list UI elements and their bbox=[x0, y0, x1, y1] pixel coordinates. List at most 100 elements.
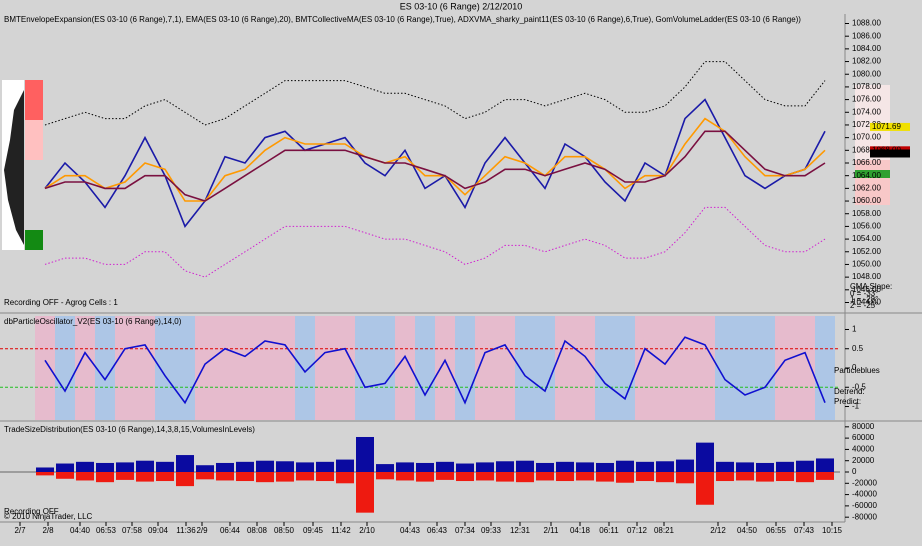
bar bbox=[496, 461, 514, 472]
regime-band bbox=[35, 316, 55, 420]
y-tick-label: -40000 bbox=[852, 490, 877, 499]
y-tick-label: 1084.00 bbox=[852, 44, 881, 53]
x-tick-label: 08:21 bbox=[654, 526, 675, 535]
x-tick-label: 2/10 bbox=[359, 526, 375, 535]
x-tick-label: 08:50 bbox=[274, 526, 295, 535]
regime-band bbox=[375, 316, 395, 420]
y-tick-label: 1064.00 bbox=[852, 171, 881, 180]
bar bbox=[476, 472, 494, 481]
regime-band bbox=[755, 316, 775, 420]
x-tick-label: 04:18 bbox=[570, 526, 591, 535]
x-tick-label: 12:31 bbox=[510, 526, 531, 535]
regime-band bbox=[235, 316, 255, 420]
y-tick-label: 1080.00 bbox=[852, 69, 881, 78]
y-tick-label: 1078.00 bbox=[852, 82, 881, 91]
bar bbox=[156, 472, 174, 482]
annotation: Particleblues bbox=[834, 366, 880, 375]
y-tick-label: 1050.00 bbox=[852, 260, 881, 269]
regime-band bbox=[635, 316, 655, 420]
bar bbox=[796, 472, 814, 483]
bar bbox=[596, 472, 614, 482]
regime-band bbox=[495, 316, 515, 420]
bar bbox=[576, 462, 594, 472]
annotation: Recording OFF - Agrog Cells : 1 bbox=[4, 298, 118, 307]
regime-band bbox=[355, 316, 375, 420]
y-tick-label: 80000 bbox=[852, 422, 875, 431]
series-line bbox=[44, 336, 826, 405]
x-tick-label: 06:11 bbox=[599, 526, 619, 535]
bar bbox=[276, 461, 294, 472]
regime-band bbox=[415, 316, 435, 420]
panel-title: dbParticleOscillator_V2(ES 03-10 (6 Rang… bbox=[4, 317, 182, 326]
bar bbox=[296, 462, 314, 472]
y-tick-label: 1048.00 bbox=[852, 272, 881, 281]
bar bbox=[336, 459, 354, 472]
bar bbox=[296, 472, 314, 481]
regime-band bbox=[275, 316, 295, 420]
y-tick-label: 20000 bbox=[852, 456, 875, 465]
price-label: 1067.50 bbox=[872, 149, 901, 158]
bar bbox=[396, 472, 414, 481]
y-tick-label: 1046.00 bbox=[852, 285, 881, 294]
regime-band bbox=[655, 316, 675, 420]
bar bbox=[216, 472, 234, 481]
regime-band bbox=[735, 316, 755, 420]
bar bbox=[176, 472, 194, 487]
regime-band bbox=[255, 316, 275, 420]
bar bbox=[136, 460, 154, 472]
y-tick-label: 1066.00 bbox=[852, 158, 881, 167]
bar bbox=[716, 472, 734, 482]
regime-band bbox=[95, 316, 115, 420]
regime-band bbox=[155, 316, 175, 420]
bar bbox=[96, 472, 114, 483]
y-tick-label: 1056.00 bbox=[852, 222, 881, 231]
regime-band bbox=[315, 316, 335, 420]
regime-band bbox=[215, 316, 235, 420]
x-tick-label: 06:44 bbox=[220, 526, 241, 535]
price-label-box bbox=[870, 149, 910, 158]
annotation: Recording OFF bbox=[4, 507, 59, 516]
y-tick-label: 1052.00 bbox=[852, 247, 881, 256]
bar bbox=[476, 462, 494, 472]
bar bbox=[536, 472, 554, 481]
regime-band bbox=[575, 316, 595, 420]
y-tick-label: 1068.00 bbox=[852, 145, 881, 154]
regime-band bbox=[475, 316, 495, 420]
bar bbox=[256, 472, 274, 483]
regime-band bbox=[135, 316, 155, 420]
bar bbox=[436, 461, 454, 472]
bar bbox=[416, 472, 434, 482]
volume-profile bbox=[2, 80, 43, 250]
y-tick-label: 1 bbox=[852, 325, 857, 334]
bar bbox=[556, 461, 574, 472]
series-line bbox=[44, 130, 826, 202]
bar bbox=[756, 462, 774, 472]
regime-band bbox=[595, 316, 615, 420]
regime-band bbox=[675, 316, 695, 420]
bar bbox=[156, 461, 174, 472]
window-title: ES 03-10 (6 Range) 2/12/2010 bbox=[400, 1, 523, 11]
x-tick-label: 06:43 bbox=[427, 526, 448, 535]
regime-band bbox=[515, 316, 535, 420]
bar bbox=[696, 472, 714, 505]
y-tick-label: -80000 bbox=[852, 512, 877, 521]
bar bbox=[736, 472, 754, 481]
bar bbox=[336, 472, 354, 484]
bar bbox=[76, 472, 94, 481]
bar bbox=[96, 462, 114, 472]
regime-band bbox=[555, 316, 575, 420]
x-tick-label: 07:34 bbox=[455, 526, 476, 535]
x-tick-label: 06:53 bbox=[96, 526, 117, 535]
y-tick-label: -1 bbox=[852, 402, 860, 411]
regime-band bbox=[795, 316, 815, 420]
bar bbox=[776, 472, 794, 482]
bar bbox=[716, 461, 734, 472]
bar bbox=[116, 462, 134, 472]
y-tick-label: 1058.00 bbox=[852, 209, 881, 218]
bar bbox=[236, 472, 254, 482]
x-tick-label: 08:08 bbox=[247, 526, 268, 535]
annotation: Detrend: bbox=[834, 387, 865, 396]
bar bbox=[356, 436, 374, 472]
x-tick-label: 2/7 bbox=[14, 526, 26, 535]
